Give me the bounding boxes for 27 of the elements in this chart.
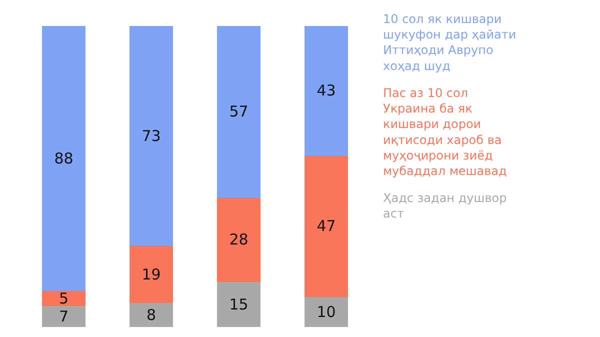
text: 10 сол як кишвари шукуфон дар ҳайати Иттиҳоди Аврупо хоҳад шуд	[383, 12, 516, 73]
bar	[129, 246, 174, 303]
data-label: 47	[316, 217, 336, 236]
bar	[129, 26, 174, 246]
data-label: 57	[229, 102, 248, 121]
bar	[304, 296, 348, 327]
bar	[42, 306, 86, 327]
text: Пас аз 10 сол Украина ба як кишвари дорои иқтисоди хароб ва муҳоҷирони зиёд мубаддал мешавад	[383, 86, 507, 178]
bar	[304, 26, 348, 156]
data-label: 15	[229, 295, 248, 314]
data-label: 43	[316, 82, 336, 100]
bar	[129, 302, 174, 327]
bar	[42, 26, 86, 291]
bar	[216, 26, 261, 198]
bar	[216, 282, 261, 327]
data-label: 5	[58, 289, 69, 308]
text: Ҳадс задан душвор аст	[383, 191, 507, 221]
data-label: 8	[146, 306, 156, 324]
data-label: 28	[229, 230, 248, 249]
bar	[216, 198, 261, 282]
data-label: 10	[316, 302, 336, 321]
data-label: 7	[58, 307, 69, 326]
data-label: 88	[54, 149, 74, 168]
bar	[304, 155, 348, 297]
data-label: 19	[142, 265, 161, 284]
bar	[42, 290, 86, 306]
data-label: 73	[142, 126, 161, 145]
